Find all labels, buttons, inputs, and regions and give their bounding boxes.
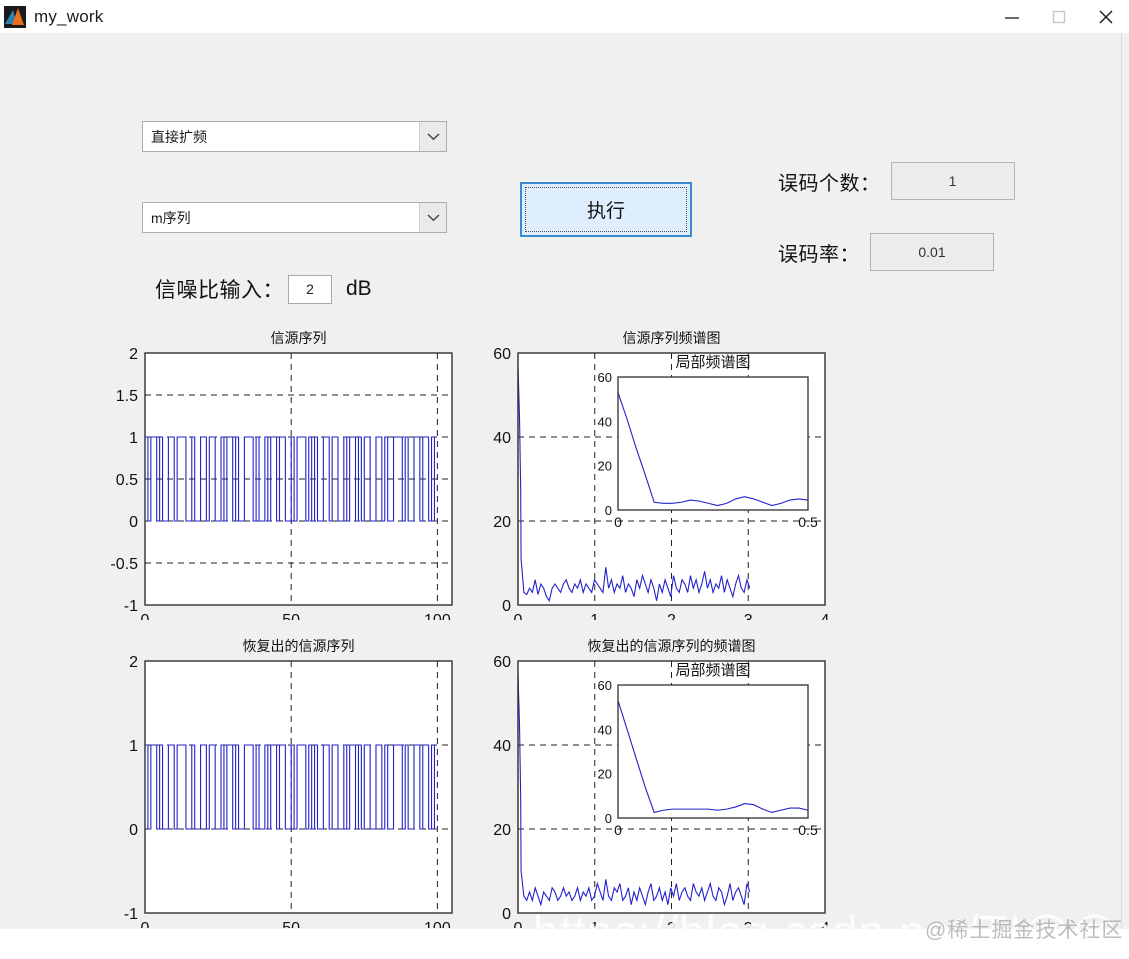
window-controls bbox=[988, 0, 1129, 33]
svg-text:20: 20 bbox=[493, 514, 511, 531]
snr-unit-label: dB bbox=[346, 277, 372, 300]
window-title: my_work bbox=[34, 6, 104, 26]
svg-text:0: 0 bbox=[614, 514, 622, 530]
svg-text:40: 40 bbox=[493, 738, 511, 755]
svg-text:100: 100 bbox=[424, 612, 451, 620]
svg-text:信源序列频谱图: 信源序列频谱图 bbox=[623, 330, 721, 346]
chart-recovered-spectrum: 恢复出的信源序列的频谱图 0 20 40 60 0 1 2 3 4 局部频谱图 0 20 40 60 0 0.5 bbox=[478, 633, 838, 928]
svg-text:50: 50 bbox=[282, 612, 300, 620]
error-rate-row: 误码率： 0.01 bbox=[778, 233, 994, 271]
svg-text:4: 4 bbox=[821, 612, 830, 620]
maximize-icon[interactable] bbox=[1035, 0, 1082, 33]
window-titlebar: my_work bbox=[0, 0, 1129, 33]
svg-text:60: 60 bbox=[598, 678, 612, 693]
svg-text:局部频谱图: 局部频谱图 bbox=[675, 354, 750, 371]
svg-text:0: 0 bbox=[605, 811, 612, 826]
svg-text:0: 0 bbox=[502, 598, 511, 615]
svg-text:1: 1 bbox=[590, 612, 599, 620]
modulation-dropdown-value: 直接扩频 bbox=[151, 128, 207, 145]
svg-text:0: 0 bbox=[514, 920, 523, 928]
chart-source-spectrum: 信源序列频谱图 0 20 40 60 0 1 2 3 4 局部频谱图 0 20 40 60 0 0.5 bbox=[478, 325, 838, 620]
svg-text:0: 0 bbox=[129, 822, 138, 839]
svg-text:局部频谱图: 局部频谱图 bbox=[675, 662, 750, 679]
chevron-down-icon[interactable] bbox=[419, 203, 446, 232]
modulation-dropdown[interactable]: 直接扩频 bbox=[142, 121, 447, 152]
snr-input-row: 信噪比输入： 2 dB bbox=[155, 272, 372, 306]
error-count-row: 误码个数： 1 bbox=[778, 162, 1015, 200]
figure-client-area: 直接扩频 m序列 信噪比输入： 2 dB 执行 误码个数： 1 误码率： 0.0… bbox=[0, 33, 1129, 958]
svg-text:0.5: 0.5 bbox=[116, 472, 138, 489]
svg-text:40: 40 bbox=[598, 722, 612, 737]
svg-text:1: 1 bbox=[129, 738, 138, 755]
svg-text:40: 40 bbox=[598, 414, 612, 429]
svg-text:50: 50 bbox=[282, 920, 300, 928]
svg-text:-1: -1 bbox=[124, 906, 138, 923]
watermark-juejin: @稀土掘金技术社区 bbox=[925, 919, 1124, 942]
svg-text:恢复出的信源序列的频谱图: 恢复出的信源序列的频谱图 bbox=[588, 638, 756, 654]
svg-text:1: 1 bbox=[129, 430, 138, 447]
chart-source-sequence: 信源序列 -1 -0.5 0 0.5 1 1.5 2 0 50 100 bbox=[105, 325, 465, 620]
svg-text:0: 0 bbox=[129, 514, 138, 531]
svg-text:20: 20 bbox=[598, 459, 612, 474]
error-rate-value: 0.01 bbox=[870, 233, 994, 271]
error-count-label: 误码个数： bbox=[778, 172, 881, 195]
close-icon[interactable] bbox=[1082, 0, 1129, 33]
svg-text:1: 1 bbox=[590, 920, 599, 928]
svg-text:恢复出的信源序列: 恢复出的信源序列 bbox=[243, 638, 355, 654]
svg-text:0: 0 bbox=[141, 612, 150, 620]
svg-text:0: 0 bbox=[614, 822, 622, 838]
svg-text:2: 2 bbox=[129, 346, 138, 363]
svg-text:60: 60 bbox=[493, 346, 511, 363]
svg-text:40: 40 bbox=[493, 430, 511, 447]
chart-recovered-sequence: 恢复出的信源序列-1012050100 bbox=[105, 633, 465, 928]
snr-label: 信噪比输入： bbox=[155, 279, 284, 302]
svg-text:2: 2 bbox=[129, 654, 138, 671]
window-right-edge bbox=[1121, 33, 1129, 929]
sequence-dropdown[interactable]: m序列 bbox=[142, 202, 447, 233]
snr-input[interactable]: 2 bbox=[288, 274, 332, 304]
svg-text:100: 100 bbox=[424, 920, 451, 928]
svg-text:0: 0 bbox=[502, 906, 511, 923]
svg-text:0: 0 bbox=[141, 920, 150, 928]
chevron-down-icon[interactable] bbox=[419, 122, 446, 151]
minimize-icon[interactable] bbox=[988, 0, 1035, 33]
error-count-value: 1 bbox=[890, 162, 1015, 200]
svg-text:20: 20 bbox=[493, 822, 511, 839]
svg-text:2: 2 bbox=[667, 612, 676, 620]
svg-text:3: 3 bbox=[744, 612, 753, 620]
svg-text:1.5: 1.5 bbox=[116, 388, 138, 405]
svg-text:2: 2 bbox=[667, 920, 676, 928]
svg-text:0.5: 0.5 bbox=[798, 822, 818, 838]
svg-text:60: 60 bbox=[598, 370, 612, 385]
svg-text:0: 0 bbox=[514, 612, 523, 620]
matlab-icon bbox=[4, 5, 26, 28]
svg-text:20: 20 bbox=[598, 767, 612, 782]
svg-text:4: 4 bbox=[821, 920, 830, 928]
sequence-dropdown-value: m序列 bbox=[151, 209, 191, 226]
svg-text:-1: -1 bbox=[124, 598, 138, 615]
execute-button[interactable]: 执行 bbox=[520, 182, 692, 237]
svg-text:-0.5: -0.5 bbox=[110, 556, 138, 573]
svg-text:信源序列: 信源序列 bbox=[271, 330, 327, 346]
svg-text:0.5: 0.5 bbox=[798, 514, 818, 530]
svg-text:60: 60 bbox=[493, 654, 511, 671]
error-rate-label: 误码率： bbox=[778, 243, 860, 266]
focus-outline bbox=[525, 187, 687, 232]
svg-text:3: 3 bbox=[744, 920, 753, 928]
svg-text:0: 0 bbox=[605, 503, 612, 518]
execute-button-label: 执行 bbox=[586, 201, 625, 222]
